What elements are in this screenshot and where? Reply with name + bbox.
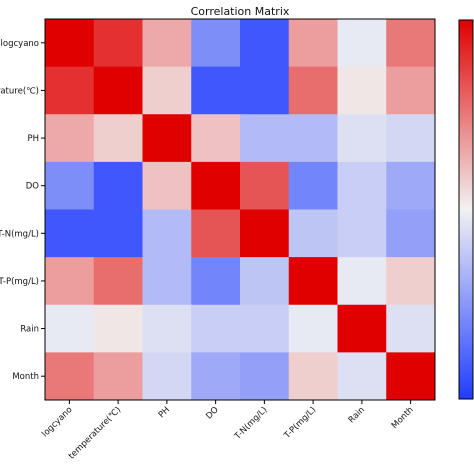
heatmap-cell-1-6	[337, 66, 387, 115]
heatmap-cell-5-7	[386, 257, 436, 306]
heatmap-cell-2-7	[386, 114, 436, 163]
y-tick-label: Rain	[20, 325, 39, 335]
heatmap-cell-1-2	[142, 66, 192, 115]
heatmap-cell-2-0	[45, 114, 95, 163]
y-tick-label: T-N(mg/L)	[0, 229, 39, 239]
heatmap-cell-0-6	[337, 19, 387, 68]
heatmap-cell-3-5	[288, 161, 338, 210]
heatmap-cell-6-0	[45, 304, 95, 353]
heatmap-cell-0-1	[93, 19, 143, 68]
heatmap-cell-0-4	[240, 19, 290, 68]
heatmap-cell-1-4	[240, 66, 290, 115]
heatmap-cell-2-3	[191, 114, 241, 163]
heatmap-cell-5-5	[288, 257, 338, 306]
y-tick-labels: logcyano temperature(℃) PH DO T-N(mg/L) T-P(m…	[0, 39, 45, 382]
heatmap-cell-0-7	[386, 19, 436, 68]
heatmap-cell-1-3	[191, 66, 241, 115]
heatmap-cell-7-1	[93, 352, 143, 401]
heatmap-cell-4-3	[191, 209, 241, 258]
heatmap-cell-2-6	[337, 114, 387, 163]
heatmap-cell-7-4	[240, 352, 290, 401]
heatmap-cell-1-0	[45, 66, 95, 115]
heatmap-cell-3-4	[240, 161, 290, 210]
y-tick-label: Month	[12, 372, 39, 382]
heatmap-cell-4-7	[386, 209, 436, 258]
heatmap-cell-6-4	[240, 304, 290, 353]
heatmap-cell-7-6	[337, 352, 387, 401]
heatmap-cell-5-0	[45, 257, 95, 306]
x-tick-label: PH	[157, 405, 172, 420]
x-tick-label: Rain	[347, 405, 367, 425]
heatmap-cell-6-7	[386, 304, 436, 353]
heatmap-cell-4-4	[240, 209, 290, 258]
heatmap-cell-4-0	[45, 209, 95, 258]
chart-title: Correlation Matrix	[191, 5, 290, 18]
colorbar	[458, 19, 474, 400]
y-tick-label: PH	[27, 134, 39, 144]
heatmap-cell-1-5	[288, 66, 338, 115]
x-tick-label: Month	[390, 405, 416, 431]
x-tick-label: T-N(mg/L)	[232, 405, 269, 442]
heatmap-cell-7-7	[386, 352, 436, 401]
heatmap-cell-6-2	[142, 304, 192, 353]
heatmap-cell-3-6	[337, 161, 387, 210]
heatmap-cell-0-5	[288, 19, 338, 68]
x-tick-label: temperature(℃)	[67, 405, 123, 461]
heatmap-cells	[45, 19, 436, 401]
heatmap-cell-0-2	[142, 19, 192, 68]
heatmap-cell-7-2	[142, 352, 192, 401]
heatmap-cell-5-2	[142, 257, 192, 306]
heatmap-cell-4-6	[337, 209, 387, 258]
heatmap-cell-3-7	[386, 161, 436, 210]
heatmap-cell-2-4	[240, 114, 290, 163]
heatmap-cell-5-6	[337, 257, 387, 306]
heatmap-cell-6-6	[337, 304, 387, 353]
heatmap-cell-2-1	[93, 114, 143, 163]
heatmap-cell-0-3	[191, 19, 241, 68]
heatmap-cell-4-2	[142, 209, 192, 258]
heatmap-cell-5-3	[191, 257, 241, 306]
heatmap-cell-5-1	[93, 257, 143, 306]
heatmap-cell-7-3	[191, 352, 241, 401]
x-tick-label: logcyano	[40, 405, 74, 439]
y-tick-label: T-P(mg/L)	[0, 277, 39, 287]
heatmap-cell-2-2	[142, 114, 192, 163]
heatmap-cell-1-1	[93, 66, 143, 115]
heatmap-cell-7-5	[288, 352, 338, 401]
heatmap-cell-0-0	[45, 19, 95, 68]
heatmap-cell-1-7	[386, 66, 436, 115]
heatmap-cell-4-1	[93, 209, 143, 258]
plot-frame	[44, 18, 436, 401]
heatmap-cell-3-0	[45, 161, 95, 210]
heatmap-cell-2-5	[288, 114, 338, 163]
heatmap-cell-6-1	[93, 304, 143, 353]
heatmap-cell-5-4	[240, 257, 290, 306]
x-tick-label: DO	[204, 405, 221, 422]
y-tick-label: logcyano	[1, 39, 39, 49]
heatmap-cell-3-1	[93, 161, 143, 210]
heatmap-cell-3-2	[142, 161, 192, 210]
heatmap-cell-4-5	[288, 209, 338, 258]
heatmap-cell-6-3	[191, 304, 241, 353]
y-tick-label: temperature(℃)	[0, 86, 39, 96]
heatmap-cell-7-0	[45, 352, 95, 401]
x-tick-label: T-P(mg/L)	[282, 405, 318, 441]
heatmap-cell-3-3	[191, 161, 241, 210]
heatmap-cell-6-5	[288, 304, 338, 353]
y-tick-label: DO	[26, 182, 40, 192]
